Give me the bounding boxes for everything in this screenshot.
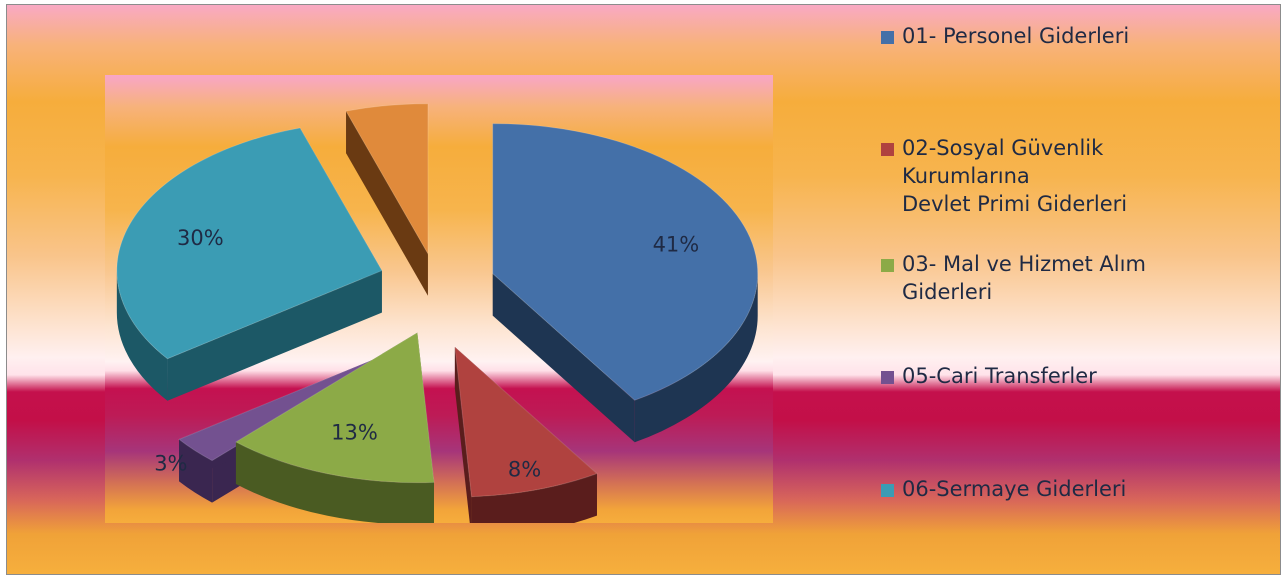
slice-top-sermaye: [116, 127, 383, 360]
slice-top-cari-transferler: [178, 350, 394, 462]
slice-side-personel: [634, 273, 758, 443]
legend-swatch-personel: [881, 31, 894, 44]
legend-label-sermaye: 06-Sermaye Giderleri: [902, 477, 1127, 501]
pie-chart: 41%8%13%3%30%5%: [116, 103, 759, 523]
legend-label-mal-hizmet: 03- Mal ve Hizmet Alım Giderleri: [902, 252, 1146, 304]
data-label-sosyal-guvenlik: 8%: [508, 457, 541, 481]
plot-area: 41%8%13%3%30%5%: [105, 75, 773, 523]
legend-swatch-sosyal-guvenlik: [881, 143, 894, 156]
legend-swatch-cari-transferler: [881, 371, 894, 384]
slice-mal-hizmet: [234, 331, 435, 523]
legend: 01- Personel Giderleri 02-Sosyal Güvenli…: [872, 5, 1280, 574]
slice-wall-start-sermaye: [167, 270, 382, 401]
slice-personel: [492, 123, 759, 443]
slice-side-sermaye: [116, 270, 168, 401]
slice-diger: [345, 103, 429, 296]
slice-top-diger: [345, 103, 429, 256]
slice-sermaye: [116, 127, 383, 401]
data-label-sermaye: 30%: [177, 226, 224, 250]
slice-side-mal-hizmet: [235, 442, 434, 523]
legend-swatch-mal-hizmet: [881, 259, 894, 272]
slice-wall-start-diger: [346, 111, 428, 296]
data-label-personel: 41%: [653, 232, 700, 256]
data-label-cari-transferler: 3%: [154, 451, 187, 475]
slice-top-sosyal-guvenlik: [454, 345, 598, 498]
legend-swatch-sermaye: [881, 484, 894, 497]
slice-side-cari-transferler: [179, 439, 213, 503]
slice-top-personel: [492, 123, 759, 401]
slice-wall-end-sosyal-guvenlik: [454, 346, 472, 523]
slice-top-mal-hizmet: [234, 331, 435, 484]
slice-sosyal-guvenlik: [454, 345, 598, 523]
legend-label-sosyal-guvenlik: 02-Sosyal Güvenlik Kurumlarına Devlet Pr…: [902, 136, 1128, 216]
chart-area: 41%8%13%3%30%5% 01- Personel Giderleri 0…: [6, 4, 1281, 575]
data-label-mal-hizmet: 13%: [331, 420, 378, 444]
slice-side-sosyal-guvenlik: [471, 473, 597, 523]
slice-wall-end-personel: [492, 273, 635, 443]
legend-label-personel: 01- Personel Giderleri: [902, 24, 1130, 48]
legend-label-cari-transferler: 05-Cari Transferler: [902, 364, 1097, 388]
